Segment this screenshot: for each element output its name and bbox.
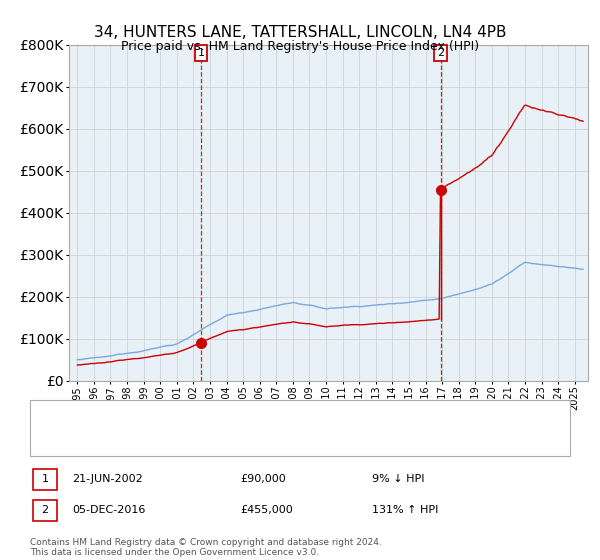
Text: HPI: Average price, detached house, East Lindsey: HPI: Average price, detached house, East… — [78, 435, 337, 445]
Text: 34, HUNTERS LANE, TATTERSHALL, LINCOLN, LN4 4PB (detached house): 34, HUNTERS LANE, TATTERSHALL, LINCOLN, … — [78, 409, 452, 419]
Text: 05-DEC-2016: 05-DEC-2016 — [72, 505, 145, 515]
Text: Contains HM Land Registry data © Crown copyright and database right 2024.
This d: Contains HM Land Registry data © Crown c… — [30, 538, 382, 557]
Text: 131% ↑ HPI: 131% ↑ HPI — [372, 505, 439, 515]
Text: 1: 1 — [41, 474, 49, 484]
Text: £455,000: £455,000 — [240, 505, 293, 515]
Text: 9% ↓ HPI: 9% ↓ HPI — [372, 474, 425, 484]
Text: Price paid vs. HM Land Registry's House Price Index (HPI): Price paid vs. HM Land Registry's House … — [121, 40, 479, 53]
Text: 2: 2 — [437, 48, 445, 58]
Text: 2: 2 — [41, 505, 49, 515]
Text: £90,000: £90,000 — [240, 474, 286, 484]
Text: 21-JUN-2002: 21-JUN-2002 — [72, 474, 143, 484]
Text: 34, HUNTERS LANE, TATTERSHALL, LINCOLN, LN4 4PB: 34, HUNTERS LANE, TATTERSHALL, LINCOLN, … — [94, 25, 506, 40]
Text: 1: 1 — [197, 48, 205, 58]
Text: ——: —— — [42, 408, 70, 422]
Text: ——: —— — [42, 432, 70, 447]
